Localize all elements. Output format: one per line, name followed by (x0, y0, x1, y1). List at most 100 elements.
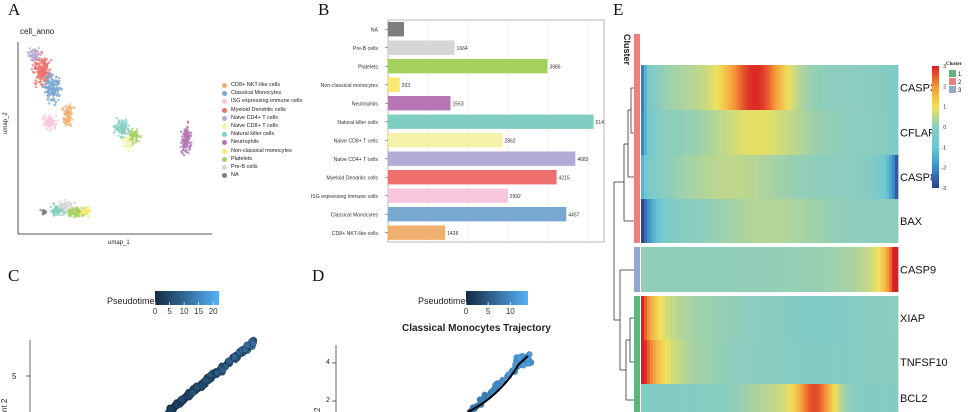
heatmap-cell (664, 340, 669, 384)
heatmap-cell (817, 384, 821, 412)
cluster-gap (641, 243, 898, 247)
heatmap-cell (805, 110, 809, 155)
heatmap-cell (670, 199, 675, 243)
heatmap-cell (817, 155, 821, 199)
heatmap-cell (769, 110, 773, 155)
heatmap-cell (874, 199, 878, 243)
heatmap-cell (679, 340, 684, 384)
heatmap-cell (655, 296, 660, 340)
heatmap-cell (859, 199, 863, 243)
heatmap-cell (736, 340, 741, 384)
heatmap-cell (646, 296, 651, 340)
bar (388, 114, 594, 129)
heatmap-cell (784, 155, 788, 199)
heatmap-cell (715, 296, 720, 340)
heatmap-cell (853, 155, 857, 199)
heatmap-cell (649, 384, 654, 412)
heatmap-cell (775, 65, 779, 110)
heatmap-cell (778, 384, 782, 412)
heatmap-cell (760, 247, 764, 292)
heatmap-cell (823, 65, 827, 110)
heatmap-cell (799, 199, 803, 243)
expression-colorbar (932, 66, 939, 188)
heatmap-cell (715, 155, 720, 199)
heatmap-cell (799, 65, 803, 110)
heatmap-cell (871, 340, 875, 384)
bar-value-label: 1563 (453, 101, 464, 107)
heatmap-cell (790, 110, 794, 155)
heatmap-cell (700, 65, 705, 110)
heatmap-cell (641, 110, 645, 155)
heatmap-cell (679, 247, 684, 292)
heatmap-cell (733, 384, 738, 412)
heatmap-cell (880, 110, 884, 155)
heatmap-cell (679, 155, 684, 199)
trajectory-title: Classical Monocytes Trajectory (402, 323, 551, 334)
heatmap-cell (781, 199, 785, 243)
heatmap-cell (676, 296, 681, 340)
heatmap-cell (859, 155, 863, 199)
heatmap-cell (733, 340, 738, 384)
heatmap-cell (820, 110, 824, 155)
heatmap-cell (835, 296, 839, 340)
heatmap-cell (742, 296, 746, 340)
bar-value-label: 293 (402, 83, 411, 89)
heatmap-cell (820, 199, 824, 243)
heatmap-cell (676, 199, 681, 243)
pseudotime-d-ytick-2: 2 (326, 397, 330, 404)
heatmap-cell (805, 199, 809, 243)
heatmap-cell (838, 65, 842, 110)
bar (388, 40, 455, 55)
umap-legend-swatch (222, 156, 227, 162)
bar-category-label: Classical Monocytes (331, 212, 379, 218)
heatmap-cell (685, 199, 690, 243)
heatmap-cell (805, 296, 809, 340)
umap-legend-swatch (222, 148, 227, 154)
heatmap-cell (832, 247, 836, 292)
heatmap-cell (649, 340, 654, 384)
heatmap-cell (856, 247, 860, 292)
umap-legend-swatch (222, 83, 227, 88)
umap-legend-swatch (222, 91, 227, 97)
heatmap-cell (868, 110, 872, 155)
heatmap-cell (664, 65, 669, 110)
heatmap-cell (721, 155, 726, 199)
heatmap-cell (799, 384, 803, 412)
umap-title: cell_anno (20, 27, 55, 36)
heatmap-cell (772, 384, 776, 412)
heatmap-cell (766, 384, 770, 412)
heatmap-cell (673, 384, 678, 412)
heatmap-cell (679, 199, 684, 243)
heatmap-cell (838, 384, 842, 412)
heatmap-cell (844, 247, 848, 292)
heatmap-cell (694, 155, 699, 199)
heatmap-cell (760, 340, 764, 384)
heatmap-cell (835, 247, 839, 292)
heatmap-cell (838, 340, 842, 384)
umap-legend-label: CD8+ NKT-like cells (231, 82, 281, 88)
heatmap-cell (742, 247, 746, 292)
heatmap-gene-label: CASP3 (900, 83, 936, 95)
heatmap-cell (700, 340, 705, 384)
pseudotime-c-cell (173, 401, 181, 409)
heatmap-cell (712, 384, 717, 412)
heatmap-cell (781, 247, 785, 292)
heatmap-cell (814, 65, 818, 110)
heatmap-cell (685, 65, 690, 110)
heatmap-cell (814, 340, 818, 384)
heatmap-cell (826, 247, 830, 292)
cluster-annotation-bar (634, 296, 640, 340)
heatmap-cell (799, 247, 803, 292)
umap-legend-label: Neutrophils (231, 139, 259, 146)
heatmap-cell (652, 110, 657, 155)
heatmap-cell (763, 247, 767, 292)
bar-value-label: 2992 (510, 194, 521, 200)
heatmap-cell (763, 65, 767, 110)
heatmap-cell (667, 110, 672, 155)
heatmap-cell (730, 247, 735, 292)
heatmap-cell (802, 65, 806, 110)
heatmap-cell (685, 384, 690, 412)
heatmap-cell (700, 110, 705, 155)
heatmap-cell (641, 247, 645, 292)
heatmap-cell (832, 110, 836, 155)
